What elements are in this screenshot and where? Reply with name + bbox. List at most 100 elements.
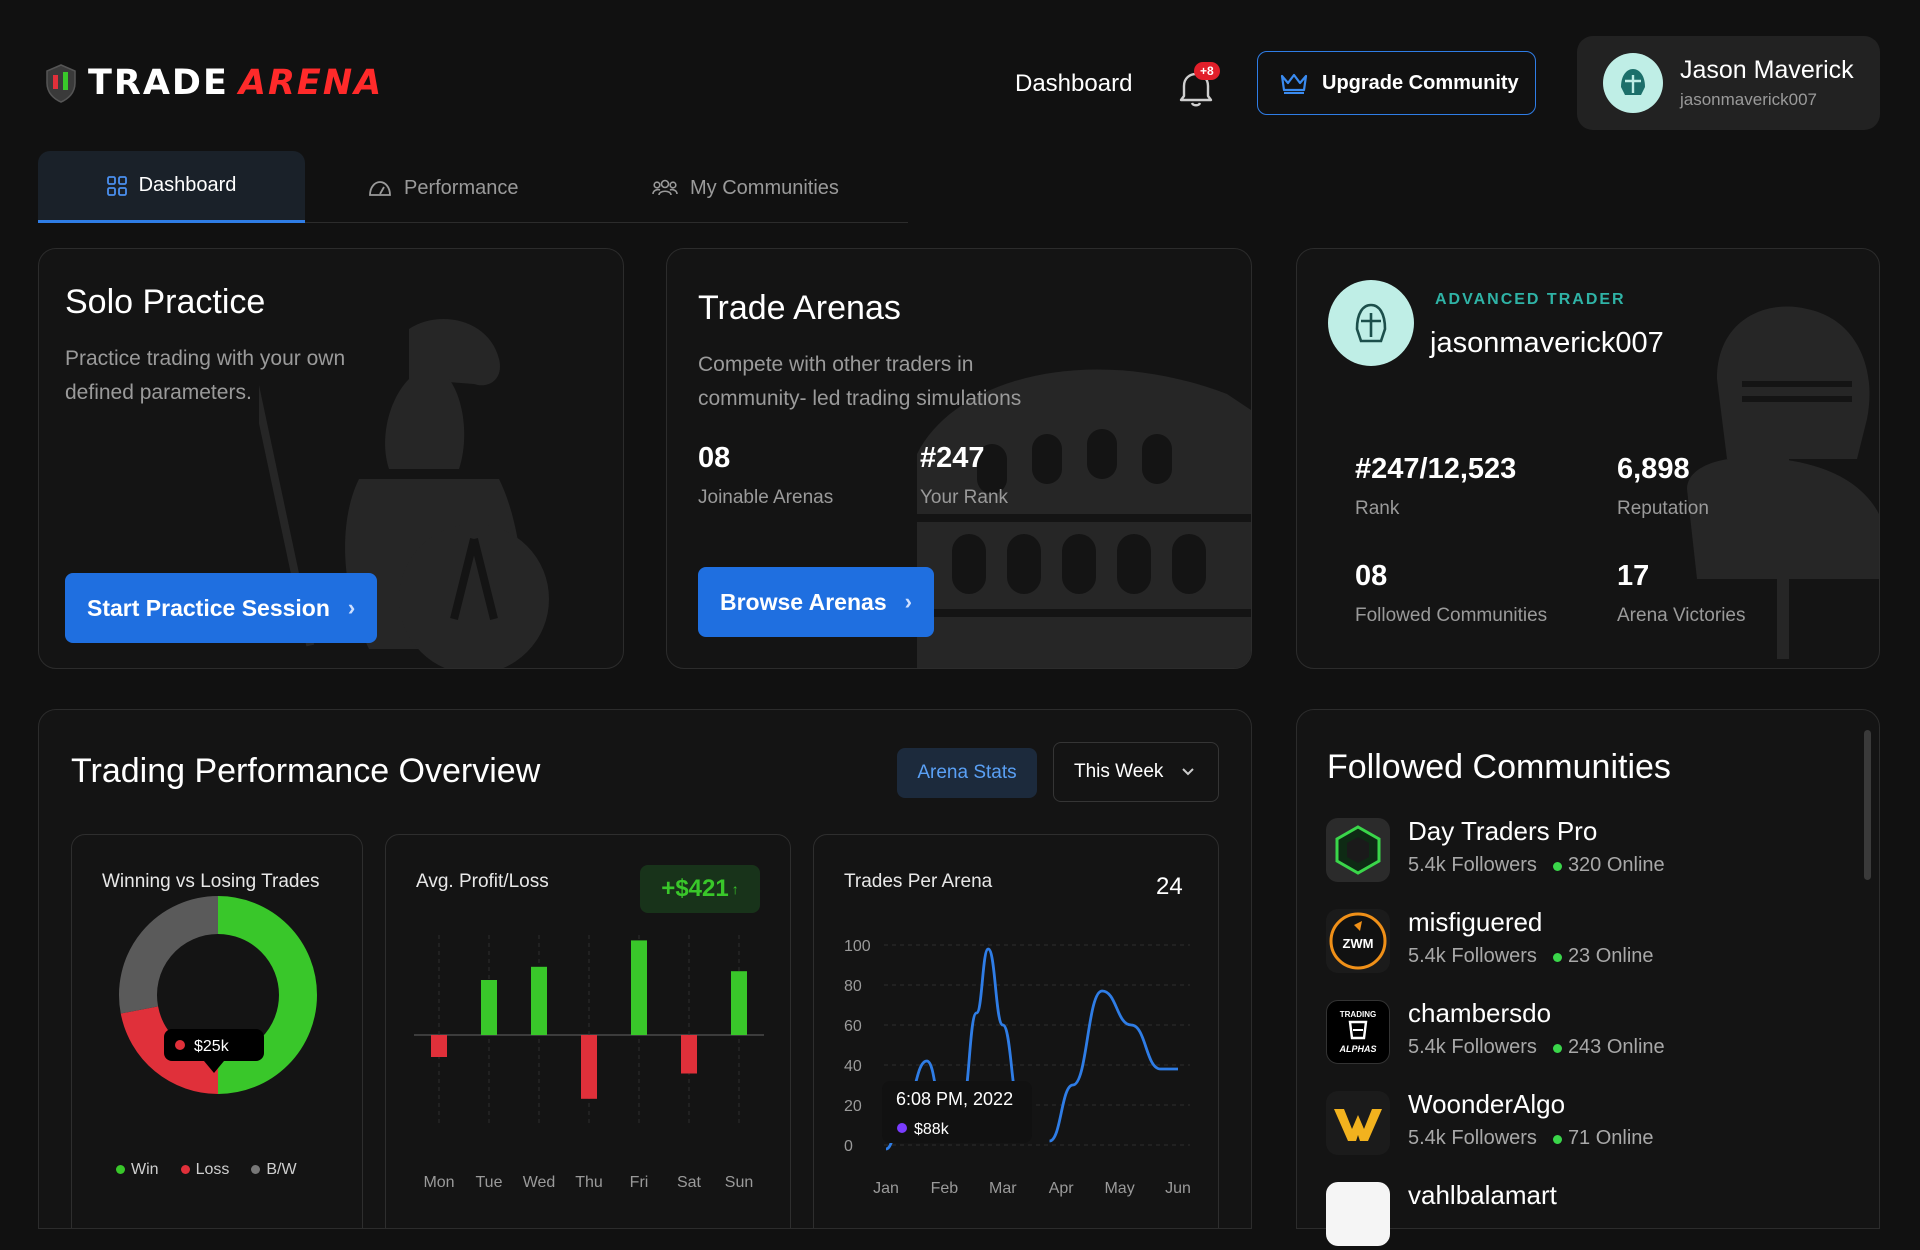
win-loss-legend: Win Loss B/W xyxy=(116,1161,297,1179)
community-followers: 5.4k Followers xyxy=(1408,854,1537,876)
w-logo-icon xyxy=(1326,1091,1390,1155)
start-practice-session-label: Start Practice Session xyxy=(87,594,330,621)
win-loss-donut-chart: $25k xyxy=(119,896,317,1094)
tab-performance[interactable]: Performance xyxy=(368,170,519,206)
arena-victories-value: 17 xyxy=(1617,560,1650,592)
crown-icon xyxy=(1280,73,1308,94)
community-meta: 5.4k Followers 243 Online xyxy=(1408,1036,1665,1059)
arena-stats-label: Arena Stats xyxy=(917,762,1017,783)
reputation-stat: 6,898 Reputation xyxy=(1617,453,1709,520)
upgrade-community-label: Upgrade Community xyxy=(1322,71,1519,94)
community-logo-icon xyxy=(1326,1182,1390,1246)
knight-illustration xyxy=(1687,306,1879,659)
reputation-label: Reputation xyxy=(1617,498,1709,519)
followed-communities-label: Followed Communities xyxy=(1355,605,1548,626)
svg-text:ALPHAS: ALPHAS xyxy=(1338,1044,1376,1054)
shield-logo-icon xyxy=(46,64,76,103)
community-item-day-traders-pro[interactable]: Day Traders Pro 5.4k Followers 320 Onlin… xyxy=(1326,816,1746,886)
legend-loss: Loss xyxy=(180,1161,229,1179)
community-item-misfiguered[interactable]: ZWM misfiguered 5.4k Followers 23 Online xyxy=(1326,907,1746,977)
browse-arenas-button[interactable]: Browse Arenas › xyxy=(698,567,934,637)
rank-stat: #247/12,523 Rank xyxy=(1355,453,1516,520)
community-followers: 5.4k Followers xyxy=(1408,1127,1537,1149)
cube-logo-icon xyxy=(1326,818,1390,882)
users-icon xyxy=(652,179,678,196)
x-tick-apr: Apr xyxy=(1049,1180,1075,1197)
followed-communities-stat: 08 Followed Communities xyxy=(1355,560,1547,627)
x-tick-jun: Jun xyxy=(1165,1180,1191,1197)
knight-helmet-icon xyxy=(1355,303,1387,343)
svg-text:ZWM: ZWM xyxy=(1342,936,1373,951)
communities-scrollbar[interactable] xyxy=(1864,730,1871,880)
brand-name-accent: ARENA xyxy=(238,63,384,103)
community-meta: 5.4k Followers 71 Online xyxy=(1408,1127,1654,1150)
brand-logo[interactable]: TRADE ARENA xyxy=(44,62,383,104)
joinable-arenas-value: 08 xyxy=(698,442,731,474)
community-followers: 5.4k Followers xyxy=(1408,1036,1537,1058)
user-name: Jason Maverick xyxy=(1680,56,1854,84)
legend-bw: B/W xyxy=(251,1161,297,1179)
community-online: 320 Online xyxy=(1552,854,1665,877)
y-tick-60: 60 xyxy=(844,1018,862,1035)
tab-my-communities[interactable]: My Communities xyxy=(652,170,839,206)
trader-profile-card: ADVANCED TRADER jasonmaverick007 #247/12… xyxy=(1296,248,1880,669)
community-meta: 5.4k Followers 23 Online xyxy=(1408,945,1654,968)
svg-text:TRADING: TRADING xyxy=(1340,1010,1376,1019)
trade-arenas-desc-2: community- led trading simulations xyxy=(698,387,1022,410)
period-select[interactable]: This Week xyxy=(1053,742,1219,802)
bar-sun xyxy=(731,971,747,1035)
period-select-value: This Week xyxy=(1074,761,1164,782)
community-item-woonderalgo[interactable]: WoonderAlgo 5.4k Followers 71 Online xyxy=(1326,1089,1746,1159)
joinable-arenas-stat: 08 Joinable Arenas xyxy=(698,442,833,509)
trades-per-arena-title: Trades Per Arena xyxy=(844,871,993,892)
upgrade-community-button[interactable]: Upgrade Community xyxy=(1257,51,1536,115)
y-tick-20: 20 xyxy=(844,1098,862,1115)
followed-communities-value: 08 xyxy=(1355,560,1388,592)
grid-icon xyxy=(106,175,127,196)
bar-label-fri: Fri xyxy=(630,1174,649,1191)
browse-arenas-label: Browse Arenas xyxy=(720,588,887,615)
start-practice-session-button[interactable]: Start Practice Session › xyxy=(65,573,378,643)
notification-button[interactable]: +8 xyxy=(1176,62,1220,108)
community-item-chambersdo[interactable]: TRADING ALPHAS chambersdo 5.4k Followers… xyxy=(1326,998,1746,1068)
profit-loss-badge-value: +$421 xyxy=(661,875,729,902)
tooltip-value: $88k xyxy=(914,1121,950,1138)
community-meta: 5.4k Followers 320 Online xyxy=(1408,854,1665,877)
avatar xyxy=(1603,53,1663,113)
solo-practice-card: Solo Practice Practice trading with your… xyxy=(38,248,624,669)
nav-dashboard-link[interactable]: Dashboard xyxy=(1015,70,1133,97)
win-loss-chart-panel: Winning vs Losing Trades $25k Win Loss B… xyxy=(71,834,363,1228)
tab-dashboard-label: Dashboard xyxy=(138,174,237,196)
solo-practice-title: Solo Practice xyxy=(65,283,266,321)
community-online: 23 Online xyxy=(1552,945,1654,968)
tab-dashboard[interactable]: Dashboard xyxy=(38,151,305,223)
solo-practice-desc-1: Practice trading with your own xyxy=(65,347,346,370)
trade-arenas-title: Trade Arenas xyxy=(698,289,901,327)
trades-line-segment-2 xyxy=(1048,989,1178,1143)
x-tick-may: May xyxy=(1104,1180,1134,1197)
performance-overview-title: Trading Performance Overview xyxy=(71,752,541,790)
reputation-value: 6,898 xyxy=(1617,453,1690,485)
solo-practice-desc-2: defined parameters. xyxy=(65,381,252,404)
user-profile-menu[interactable]: Jason Maverick jasonmaverick007 xyxy=(1577,36,1880,130)
community-item-vahlbalamart[interactable]: vahlbalamart xyxy=(1326,1180,1746,1250)
rank-value: #247/12,523 xyxy=(1355,453,1517,485)
bar-fri xyxy=(631,940,647,1035)
community-name: chambersdo xyxy=(1408,998,1552,1028)
tab-my-communities-label: My Communities xyxy=(690,176,839,199)
donut-center-label: $25k xyxy=(164,1029,264,1061)
trade-arenas-desc-1: Compete with other traders in xyxy=(698,353,974,376)
colosseum-illustration xyxy=(917,369,1251,668)
user-handle: jasonmaverick007 xyxy=(1680,90,1818,109)
bar-label-sun: Sun xyxy=(725,1174,753,1191)
arena-stats-button[interactable]: Arena Stats xyxy=(897,748,1037,798)
bar-label-sat: Sat xyxy=(677,1174,702,1191)
your-rank-stat: #247 Your Rank xyxy=(920,442,1008,509)
community-name: misfiguered xyxy=(1408,907,1543,937)
donut-slice-win xyxy=(217,896,317,1094)
donut-pointer xyxy=(204,1061,224,1073)
chevron-right-icon: › xyxy=(347,595,356,620)
tab-performance-label: Performance xyxy=(404,176,519,199)
community-name: WoonderAlgo xyxy=(1408,1089,1566,1119)
y-tick-80: 80 xyxy=(844,978,862,995)
